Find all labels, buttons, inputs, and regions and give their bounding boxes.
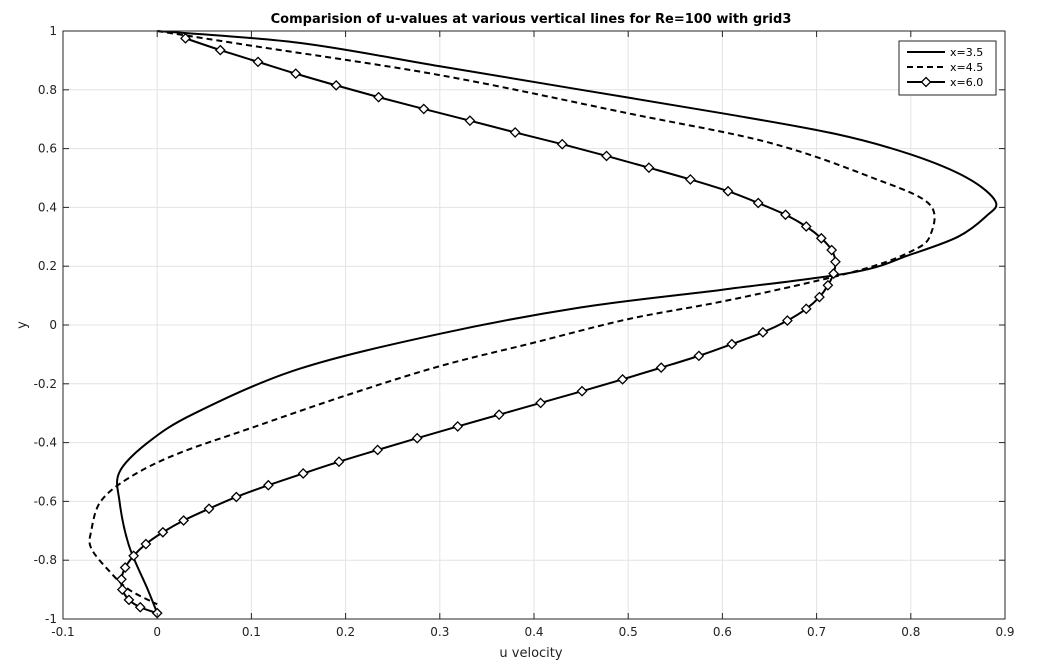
data-point-x=6.0 [601, 150, 612, 162]
series-line-x=4.5 [88, 30, 936, 606]
data-point-x=6.0 [780, 209, 791, 221]
data-point-x=6.0 [290, 68, 302, 80]
tick-layer: -0.1 0 0.1 0.2 0.3 0.4 0.5 0.6 0.7 0.8 0.9 -1 -0.8 -0… [34, 24, 1015, 639]
data-point-x=6.0 [556, 138, 568, 150]
data-point-x=6.0 [655, 362, 667, 374]
data-point-x=6.0 [815, 232, 827, 244]
data-point-x=6.0 [115, 573, 127, 585]
data-point-x=6.0 [781, 315, 793, 327]
data-point-x=6.0 [576, 385, 588, 397]
x-tick-label: 0.4 [524, 625, 543, 639]
y-axis-label: y [15, 321, 30, 329]
series-layer [88, 30, 998, 619]
data-point-x=6.0 [373, 91, 384, 103]
data-point-x=6.0 [726, 338, 738, 350]
data-point-x=6.0 [617, 373, 628, 385]
data-point-x=6.0 [464, 115, 476, 127]
data-point-x=6.0 [230, 491, 242, 503]
data-point-x=6.0 [178, 515, 189, 526]
y-tick-label: 0.4 [38, 200, 57, 214]
data-point-x=6.0 [693, 350, 705, 362]
data-point-x=6.0 [297, 468, 309, 479]
data-point-x=6.0 [800, 221, 812, 232]
data-point-x=6.0 [180, 32, 191, 44]
y-tick-label: -0.2 [34, 377, 57, 391]
y-tick-label: -0.6 [34, 494, 57, 508]
data-point-x=6.0 [800, 303, 812, 315]
data-point-x=6.0 [684, 174, 696, 185]
data-point-x=6.0 [372, 444, 384, 456]
x-tick-label: 0 [153, 625, 161, 639]
legend-label: x=3.5 [950, 46, 983, 59]
data-point-x=6.0 [826, 244, 838, 256]
data-point-x=6.0 [452, 421, 464, 432]
legend: x=3.5 x=4.5 x=6.0 [898, 40, 997, 96]
data-point-x=6.0 [119, 562, 131, 573]
data-point-x=6.0 [493, 409, 505, 421]
data-point-x=6.0 [822, 279, 834, 291]
data-point-x=6.0 [134, 601, 146, 613]
y-tick-label: 0.8 [38, 83, 57, 97]
y-tick-label: 1 [49, 24, 57, 38]
legend-marker-x=6.0 [920, 76, 932, 88]
data-point-x=6.0 [214, 44, 226, 56]
data-point-x=6.0 [830, 256, 841, 268]
data-point-x=6.0 [814, 291, 825, 303]
data-point-x=6.0 [722, 185, 734, 197]
x-tick-label: 0.2 [336, 625, 355, 639]
x-tick-label: 0.1 [242, 625, 261, 639]
x-tick-label: 0.7 [807, 625, 826, 639]
data-point-x=6.0 [116, 584, 128, 596]
data-point-x=6.0 [411, 432, 423, 444]
data-point-x=6.0 [535, 397, 547, 409]
y-tick-label: -0.4 [34, 436, 57, 450]
x-tick-label: 0.6 [713, 625, 732, 639]
data-point-x=6.0 [643, 162, 655, 174]
data-point-x=6.0 [330, 79, 342, 91]
data-point-x=6.0 [828, 268, 839, 279]
x-axis-label: u velocity [499, 646, 562, 661]
chart-title: Comparision of u-values at various verti… [271, 12, 792, 27]
data-point-x=6.0 [333, 456, 345, 468]
y-tick-label: -1 [45, 612, 57, 626]
data-point-x=6.0 [252, 56, 264, 68]
data-point-x=6.0 [128, 550, 140, 562]
data-point-x=6.0 [757, 326, 769, 338]
x-tick-label: 0.3 [430, 625, 449, 639]
y-tick-label: -0.8 [34, 553, 57, 567]
x-tick-label: -0.1 [51, 625, 74, 639]
x-tick-label: 0.9 [995, 625, 1014, 639]
legend-label: x=6.0 [950, 76, 983, 89]
data-point-x=6.0 [418, 103, 430, 115]
data-point-x=6.0 [140, 538, 152, 550]
data-point-x=6.0 [123, 594, 135, 606]
data-point-x=6.0 [157, 526, 169, 538]
legend-label: x=4.5 [950, 61, 983, 74]
x-tick-label: 0.8 [901, 625, 920, 639]
data-point-x=6.0 [509, 127, 521, 138]
series-line-x=3.5 [116, 30, 998, 614]
y-tick-label: 0.6 [38, 142, 57, 156]
y-tick-label: 0 [49, 318, 57, 332]
data-point-x=6.0 [752, 197, 764, 209]
data-point-x=6.0 [203, 503, 215, 515]
data-point-x=6.0 [262, 479, 274, 491]
x-tick-label: 0.5 [619, 625, 638, 639]
legend-box [898, 40, 997, 96]
y-tick-label: 0.2 [38, 259, 57, 273]
